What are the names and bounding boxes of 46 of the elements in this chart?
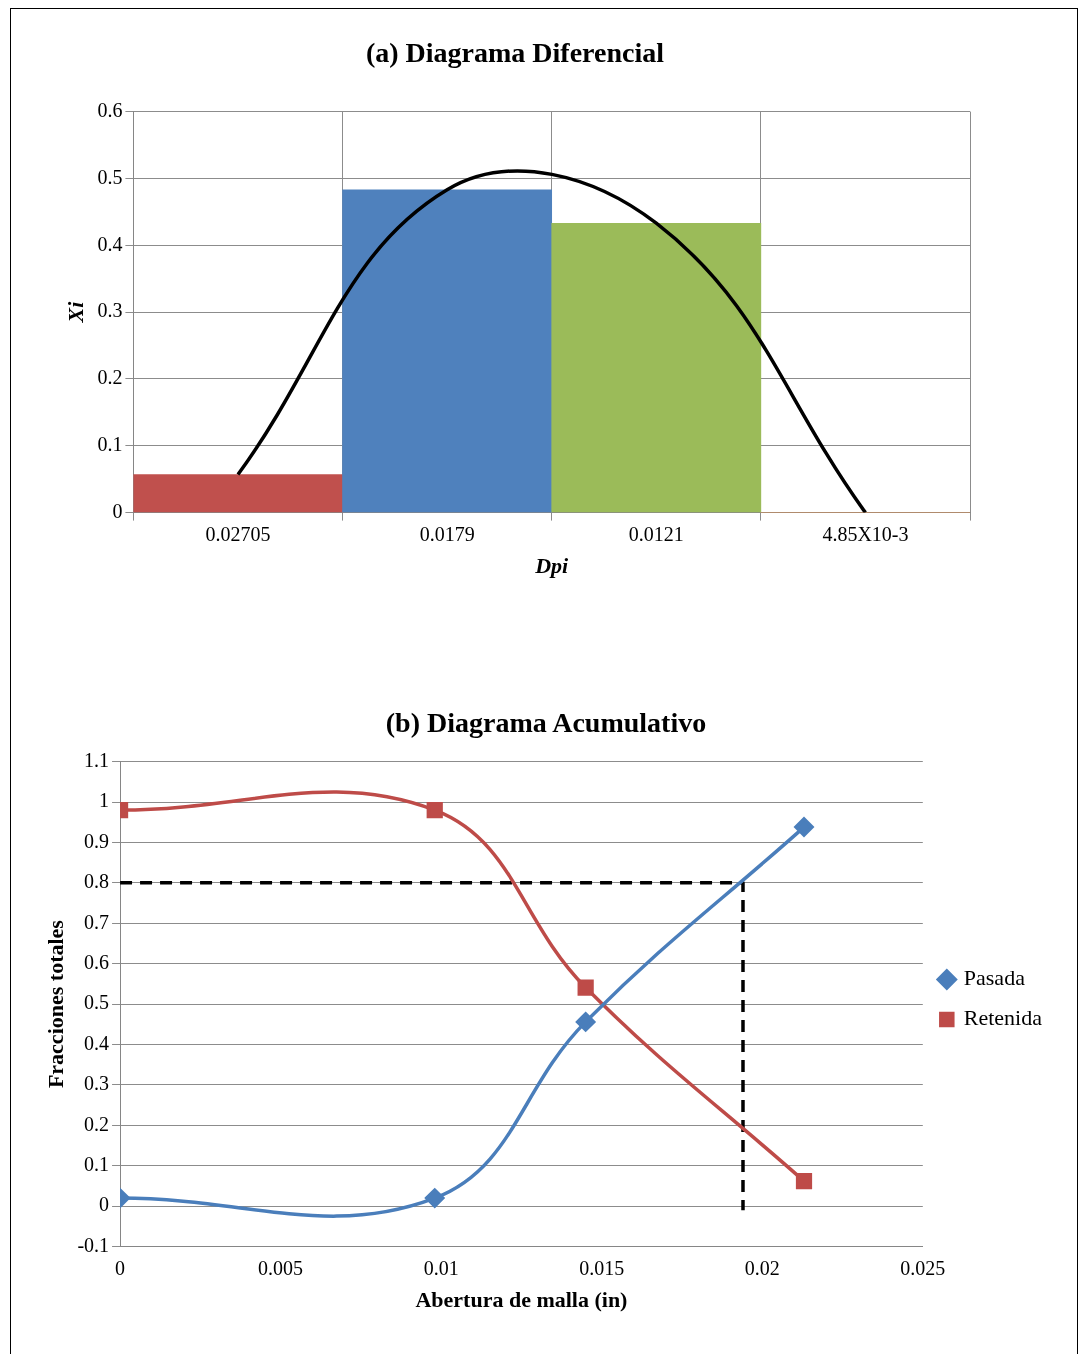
point <box>577 979 594 996</box>
x-axis-title: Abertura de malla (in) <box>415 1287 628 1313</box>
y-tick-label: 0.4 <box>84 1031 110 1054</box>
x-tick-label: 4.85X10-3 <box>822 522 909 545</box>
legend-label: Retenida <box>963 1005 1043 1031</box>
x-tick-label: 0.005 <box>258 1256 304 1279</box>
y-tick-label: 0.3 <box>97 299 123 322</box>
y-tick-label: 0.9 <box>84 829 110 852</box>
x-tick-label: 0.02705 <box>205 522 271 545</box>
y-tick-label: 1.1 <box>84 748 110 771</box>
y-tick-label: 0.1 <box>97 433 123 456</box>
point <box>794 817 814 837</box>
y-tick-label: 0.2 <box>97 366 123 389</box>
y-tick-label: 0.4 <box>97 232 123 255</box>
y-tick-label: 0.5 <box>97 165 123 188</box>
y-tick-label: 0 <box>112 499 123 522</box>
legend-label: Pasada <box>963 965 1026 991</box>
x-tick-label: 0.025 <box>900 1256 946 1279</box>
bar <box>133 474 343 513</box>
y-tick-label: 0.5 <box>84 991 110 1014</box>
bar <box>342 189 553 513</box>
point <box>795 1173 813 1190</box>
bar <box>551 222 762 513</box>
x-axis-title: Dpi <box>534 553 570 579</box>
x-tick-label: 0.02 <box>744 1256 780 1279</box>
y-tick-label: 0.2 <box>84 1112 110 1135</box>
chart-title: (a) Diagrama Diferencial <box>365 37 665 69</box>
y-tick-label: 0.7 <box>84 910 110 933</box>
y-axis-title: Xi <box>62 300 88 324</box>
y-tick-label: 0.1 <box>84 1153 110 1176</box>
x-tick-label: 0.015 <box>579 1256 625 1279</box>
chart-title: (b) Diagrama Acumulativo <box>385 707 707 739</box>
y-tick-label: 1 <box>99 789 110 812</box>
y-tick-label: 0.6 <box>84 950 110 973</box>
y-tick-label: 0.8 <box>84 870 110 893</box>
point <box>575 1012 596 1032</box>
x-tick-label: 0.01 <box>423 1256 459 1279</box>
y-tick-label: 0.3 <box>84 1072 110 1095</box>
y-tick-label: -0.1 <box>77 1233 110 1256</box>
point <box>426 801 443 819</box>
x-tick-label: 0.0121 <box>628 522 684 545</box>
y-tick-label: 0.6 <box>97 98 123 121</box>
point <box>424 1188 445 1208</box>
y-axis-title: Fracciones totales <box>42 919 68 1089</box>
x-tick-label: 0.0179 <box>419 522 475 545</box>
y-tick-label: 0 <box>99 1193 110 1216</box>
